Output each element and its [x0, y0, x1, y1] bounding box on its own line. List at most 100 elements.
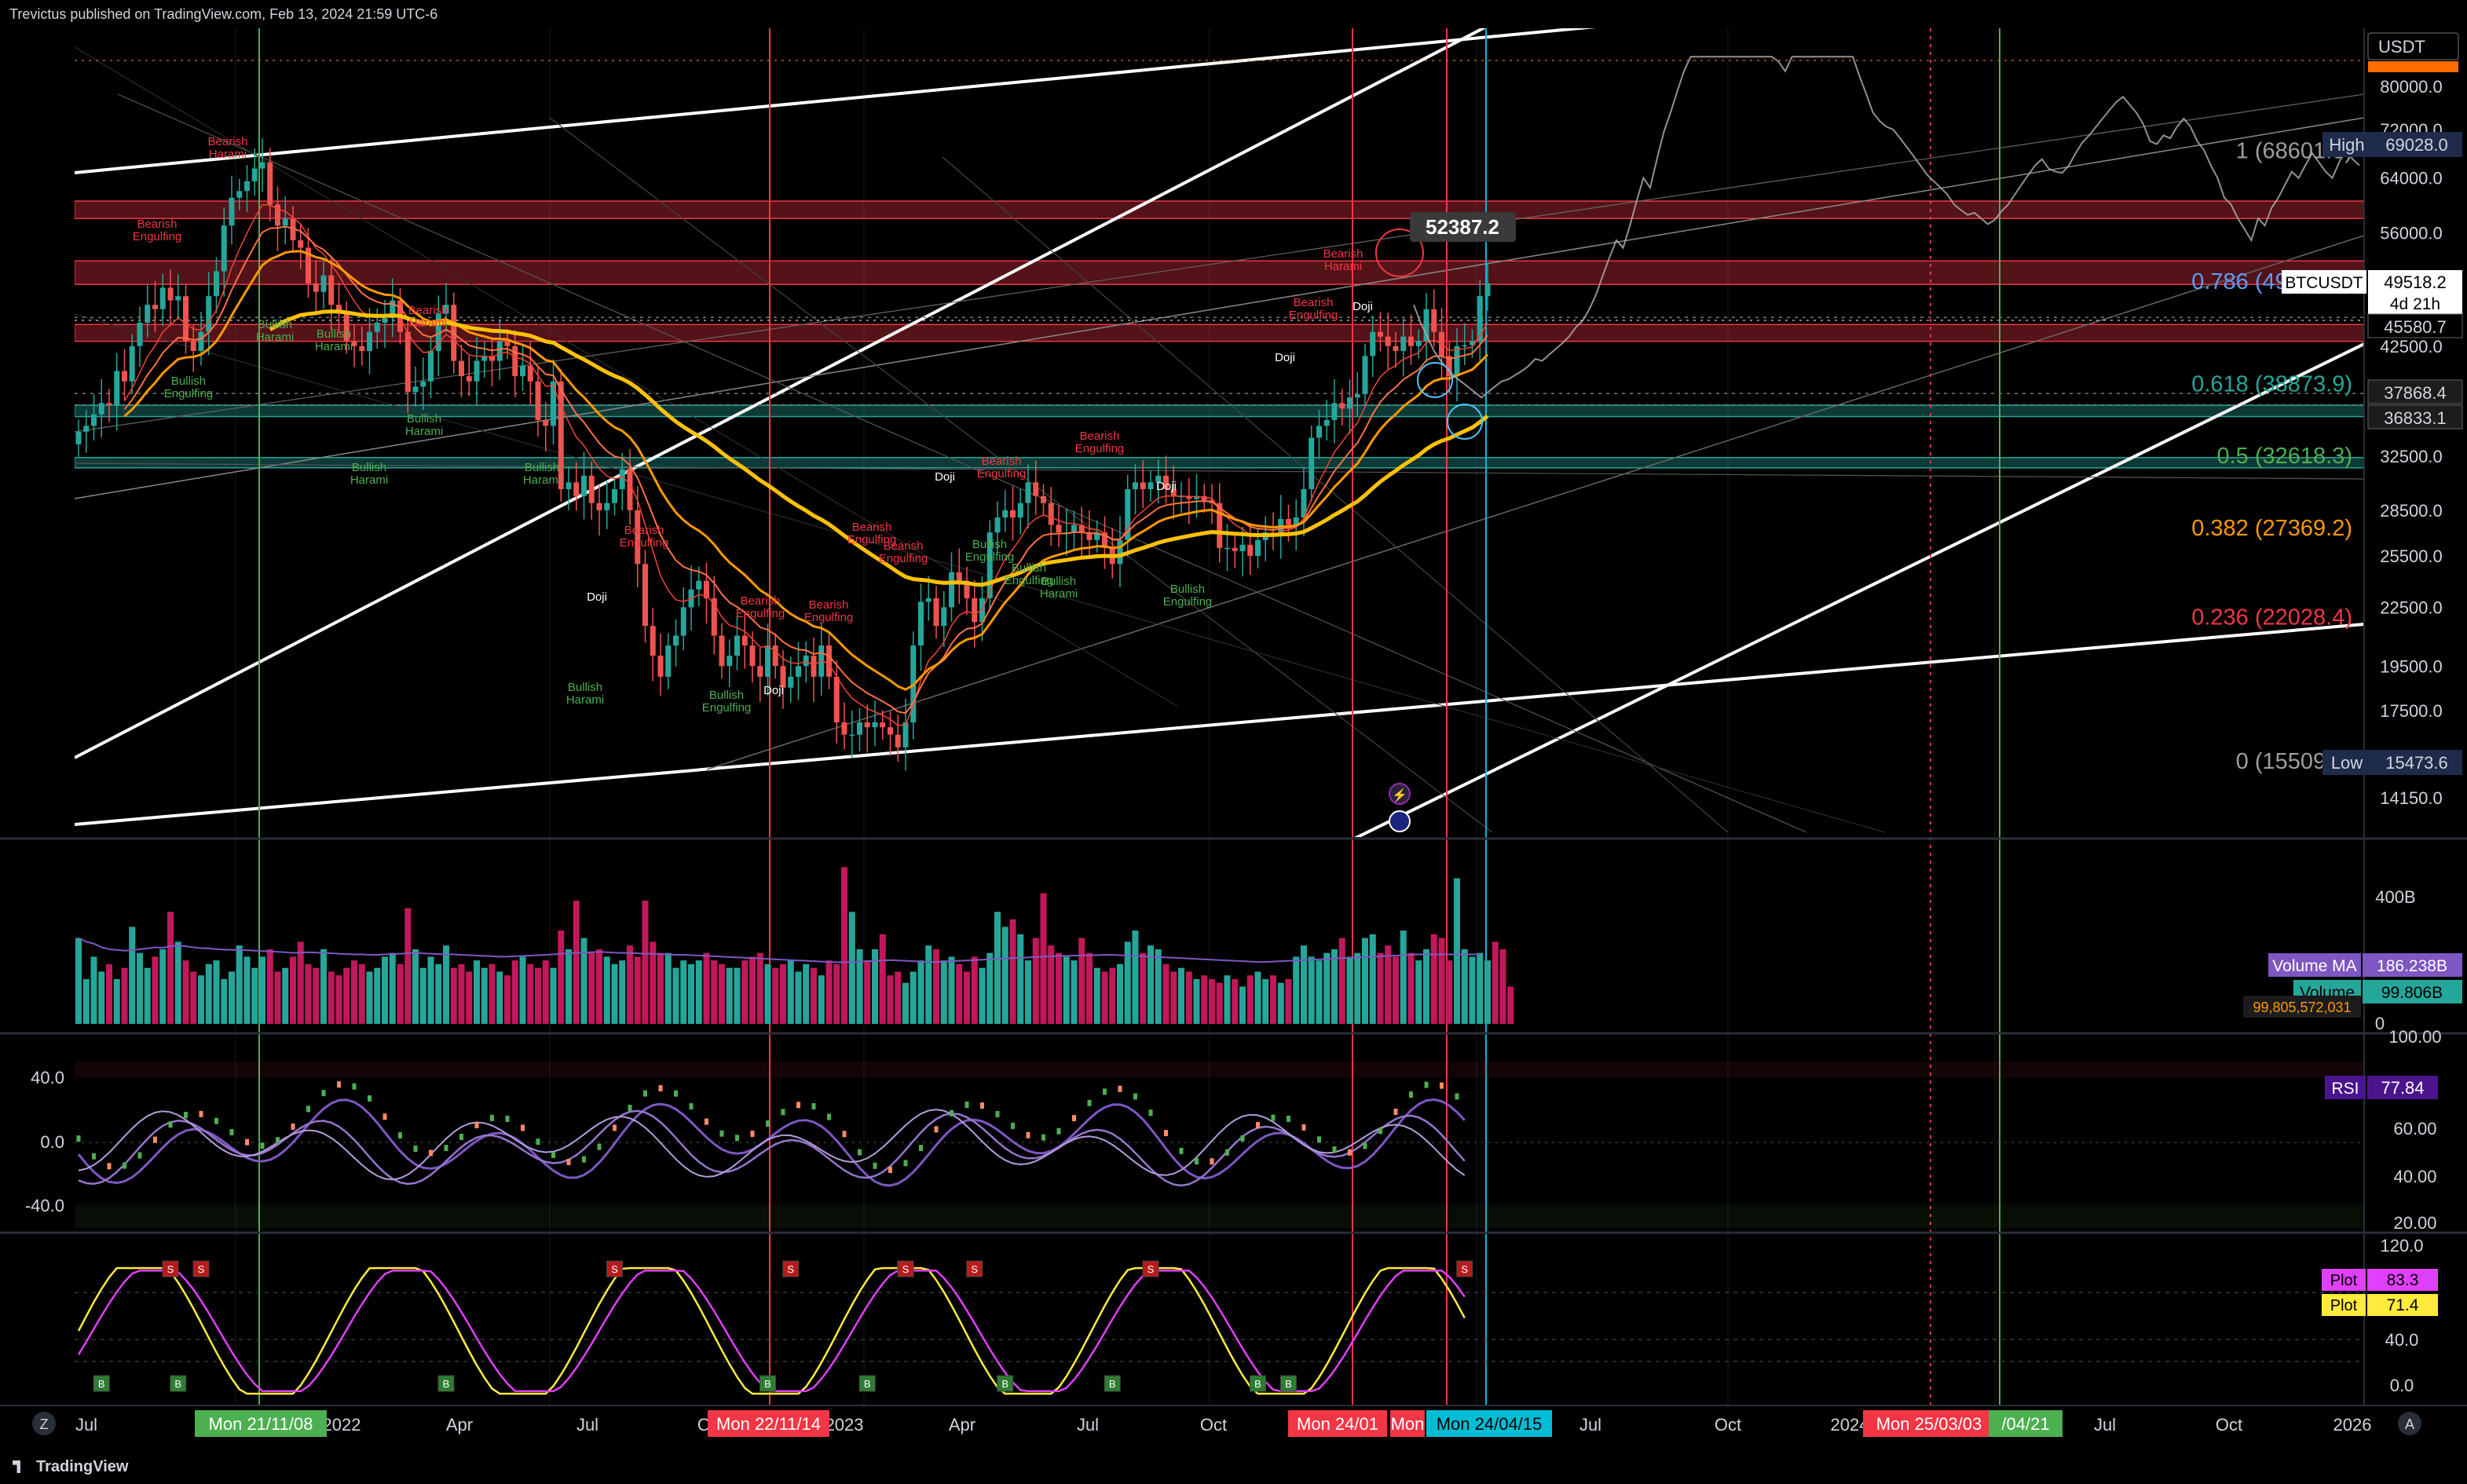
- candle-body: [635, 510, 641, 565]
- candle-body: [1140, 482, 1146, 489]
- rsi-dot: [1317, 1136, 1321, 1143]
- date-marker-badge[interactable]: [195, 1410, 327, 1437]
- rsi-dot: [92, 1153, 96, 1160]
- us-flag-icon[interactable]: [1389, 810, 1411, 832]
- rsi-dot: [107, 1163, 112, 1170]
- volume-bar: [925, 945, 932, 1024]
- price-axis-tick: 28500.0: [2380, 501, 2443, 521]
- candle-body: [1408, 336, 1414, 346]
- candle-body: [1362, 356, 1368, 395]
- pattern-label: Engulfing: [1289, 309, 1338, 322]
- candle-body: [1125, 488, 1131, 540]
- volume-bar: [106, 963, 112, 1024]
- candle-body: [1423, 309, 1429, 342]
- candle-body: [221, 225, 227, 272]
- candle-body: [803, 656, 809, 667]
- time-axis-tick: Oct: [2216, 1415, 2242, 1435]
- auto-scale-button-a[interactable]: [2398, 1412, 2421, 1435]
- volume-bar: [573, 901, 580, 1024]
- volume-bar: [1178, 967, 1184, 1024]
- pattern-label: Bullish: [1012, 561, 1046, 575]
- volume-bar: [711, 960, 718, 1024]
- currency-label[interactable]: USDT: [2378, 37, 2425, 57]
- pattern-label: Bearish: [624, 524, 664, 537]
- rsi-dot: [705, 1118, 708, 1125]
- volume-bar: [1170, 971, 1177, 1024]
- volume-bar: [450, 967, 457, 1024]
- candle-body: [328, 275, 335, 305]
- rsi-dot: [689, 1103, 694, 1110]
- rsi-dot: [658, 1085, 663, 1092]
- pattern-label: Bearish: [208, 135, 248, 148]
- time-axis-tick: Oct: [1200, 1415, 1227, 1435]
- rsi-dot: [1256, 1121, 1260, 1128]
- candle-body: [949, 572, 954, 608]
- candle-body: [604, 503, 610, 510]
- marked-price-bg: [2367, 313, 2463, 338]
- candle-body: [596, 503, 602, 510]
- volume-bar: [98, 971, 105, 1024]
- rsi-axis-tick: 100.00: [2388, 1027, 2441, 1047]
- volume-bar: [167, 912, 174, 1024]
- pattern-label: Bullish: [407, 412, 441, 426]
- candle-body: [1331, 403, 1338, 420]
- volume-bar: [1025, 960, 1031, 1024]
- date-marker-badge[interactable]: [1426, 1410, 1552, 1437]
- volume-bar: [1224, 975, 1231, 1024]
- candle-body: [796, 666, 801, 677]
- rsi-dot: [643, 1090, 647, 1097]
- volume-bar: [511, 960, 518, 1024]
- volume-bar: [1056, 952, 1062, 1024]
- currency-badge[interactable]: [2367, 32, 2459, 60]
- volume-bar: [657, 952, 664, 1024]
- volume-bar: [1377, 952, 1384, 1024]
- low-label: Low: [2331, 753, 2363, 773]
- rsi-dot: [1225, 1149, 1229, 1156]
- volume-bar: [1086, 952, 1093, 1024]
- rsi-dot: [842, 1131, 847, 1138]
- pattern-label: Engulfing: [1075, 442, 1125, 455]
- volume-bar: [1507, 986, 1514, 1024]
- date-marker-badge[interactable]: [1390, 1410, 1425, 1437]
- date-marker-badge[interactable]: [1989, 1410, 2063, 1437]
- volume-value-bg: [2363, 980, 2462, 1003]
- candle-body: [229, 197, 235, 226]
- volume-bar: [741, 960, 749, 1024]
- candle-body: [888, 727, 893, 735]
- volume-bar: [580, 938, 587, 1024]
- trendline: [549, 117, 1493, 833]
- volume-value: 99.806B: [2381, 984, 2443, 1002]
- volume-bar: [1063, 956, 1070, 1024]
- rsi-dot: [352, 1083, 357, 1090]
- buy-signal: [997, 1375, 1014, 1392]
- date-marker-badge[interactable]: [1863, 1410, 1995, 1437]
- candle-body: [504, 341, 511, 346]
- volume-bar: [1216, 982, 1223, 1024]
- volume-bar: [1101, 971, 1108, 1024]
- candle-body: [612, 488, 617, 503]
- candle-body: [1323, 419, 1330, 426]
- date-marker-badge[interactable]: [708, 1410, 829, 1437]
- rsi-label-bg: [2325, 1076, 2366, 1099]
- auto-scale-button-z[interactable]: [32, 1412, 56, 1435]
- candle-body: [367, 331, 372, 351]
- volume-bar: [435, 963, 442, 1024]
- signal-letter: B: [1254, 1378, 1261, 1390]
- candle-body: [443, 305, 449, 314]
- date-marker-badge[interactable]: [1288, 1410, 1387, 1437]
- candle-body: [259, 162, 265, 169]
- tradingview-logo[interactable]: TradingView: [13, 1458, 128, 1476]
- candle-body: [214, 271, 219, 297]
- candle-body: [145, 305, 151, 323]
- stoch-plot-value: 71.4: [2387, 1296, 2419, 1314]
- candle-body: [665, 645, 672, 677]
- rsi-dot: [1301, 1124, 1306, 1131]
- volume-bar: [90, 956, 97, 1024]
- lightning-icon[interactable]: [1389, 783, 1411, 805]
- volume-bar: [397, 963, 404, 1024]
- trendline: [75, 623, 2364, 826]
- volume-bar: [1385, 945, 1392, 1024]
- volume-bar: [787, 960, 794, 1024]
- candle-body: [496, 341, 503, 361]
